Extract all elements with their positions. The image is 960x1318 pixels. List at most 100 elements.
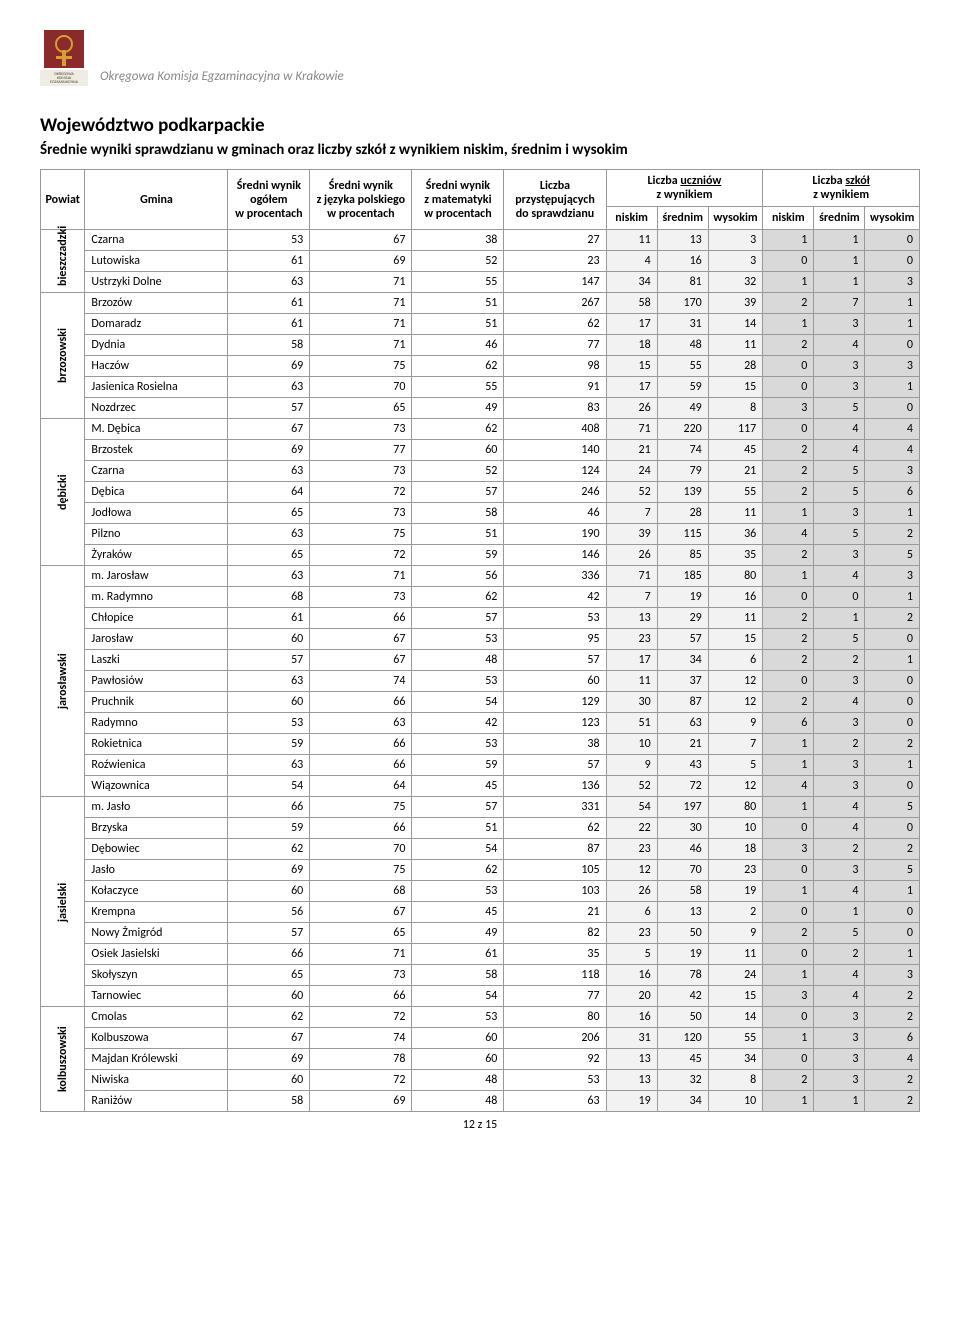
value-cell: 3 [865, 566, 920, 587]
value-cell: 57 [228, 398, 310, 419]
oke-logo: OKRĘGOWA KOMISJA EGZAMINACYJNA [40, 30, 88, 86]
value-cell: 190 [504, 524, 606, 545]
value-cell: 63 [228, 377, 310, 398]
value-cell: 3 [814, 377, 865, 398]
table-row: Nowy Żmigród5765498223509250 [41, 923, 920, 944]
value-cell: 1 [763, 503, 814, 524]
value-cell: 4 [865, 1049, 920, 1070]
value-cell: 70 [310, 377, 412, 398]
value-cell: 92 [504, 1049, 606, 1070]
value-cell: 66 [228, 944, 310, 965]
gmina-cell: Roźwienica [85, 755, 228, 776]
table-row: Jasienica Rosielna63705591175915031 [41, 377, 920, 398]
value-cell: 49 [412, 398, 504, 419]
value-cell: 54 [412, 986, 504, 1007]
page-title: Województwo podkarpackie [40, 114, 920, 137]
value-cell: 72 [310, 1007, 412, 1028]
value-cell: 120 [657, 1028, 708, 1049]
gmina-cell: Skołyszyn [85, 965, 228, 986]
powiat-cell: jarosławski [41, 566, 85, 797]
powiat-cell: kolbuszowski [41, 1007, 85, 1112]
value-cell: 46 [657, 839, 708, 860]
value-cell: 48 [412, 1070, 504, 1091]
table-row: Lutowiska616952234163010 [41, 251, 920, 272]
gmina-cell: Cmolas [85, 1007, 228, 1028]
value-cell: 10 [708, 1091, 763, 1112]
value-cell: 0 [865, 818, 920, 839]
th-szkol: Liczba szkół z wynikiem [763, 170, 920, 207]
value-cell: 35 [708, 545, 763, 566]
value-cell: 26 [606, 545, 657, 566]
value-cell: 55 [412, 377, 504, 398]
value-cell: 61 [228, 608, 310, 629]
value-cell: 69 [228, 440, 310, 461]
value-cell: 2 [763, 440, 814, 461]
value-cell: 75 [310, 860, 412, 881]
value-cell: 0 [763, 902, 814, 923]
gmina-cell: Brzozów [85, 293, 228, 314]
value-cell: 2 [763, 335, 814, 356]
value-cell: 59 [657, 377, 708, 398]
value-cell: 140 [504, 440, 606, 461]
value-cell: 28 [657, 503, 708, 524]
value-cell: 5 [708, 755, 763, 776]
value-cell: 0 [865, 692, 920, 713]
value-cell: 72 [310, 1070, 412, 1091]
th-u-srednim: średnim [657, 207, 708, 230]
value-cell: 60 [412, 1049, 504, 1070]
gmina-cell: Pruchnik [85, 692, 228, 713]
value-cell: 0 [865, 923, 920, 944]
value-cell: 19 [657, 944, 708, 965]
table-row: Kołaczyce606853103265819141 [41, 881, 920, 902]
value-cell: 5 [814, 923, 865, 944]
value-cell: 1 [865, 503, 920, 524]
value-cell: 2 [763, 650, 814, 671]
value-cell: 2 [814, 839, 865, 860]
value-cell: 52 [412, 461, 504, 482]
value-cell: 72 [657, 776, 708, 797]
gmina-cell: Ustrzyki Dolne [85, 272, 228, 293]
gmina-cell: Pilzno [85, 524, 228, 545]
value-cell: 50 [657, 1007, 708, 1028]
value-cell: 73 [310, 461, 412, 482]
value-cell: 62 [228, 839, 310, 860]
value-cell: 39 [708, 293, 763, 314]
value-cell: 38 [412, 230, 504, 251]
table-row: Pilzno6375511903911536452 [41, 524, 920, 545]
table-row: Roźwienica636659579435131 [41, 755, 920, 776]
value-cell: 50 [657, 923, 708, 944]
value-cell: 27 [504, 230, 606, 251]
value-cell: 11 [708, 608, 763, 629]
value-cell: 63 [228, 524, 310, 545]
value-cell: 55 [708, 1028, 763, 1049]
th-math: Średni wynikz matematykiw procentach [412, 170, 504, 230]
value-cell: 12 [606, 860, 657, 881]
table-row: Dębowiec62705487234618322 [41, 839, 920, 860]
value-cell: 147 [504, 272, 606, 293]
value-cell: 43 [657, 755, 708, 776]
gmina-cell: Radymno [85, 713, 228, 734]
table-row: Czarna637352124247921253 [41, 461, 920, 482]
table-row: bieszczadzkiCzarna5367382711133110 [41, 230, 920, 251]
value-cell: 129 [504, 692, 606, 713]
value-cell: 115 [657, 524, 708, 545]
results-table: Powiat Gmina Średni wynikogółemw procent… [40, 169, 920, 1112]
th-s-wysokim: wysokim [865, 207, 920, 230]
value-cell: 4 [865, 419, 920, 440]
value-cell: 4 [606, 251, 657, 272]
value-cell: 75 [310, 356, 412, 377]
table-row: Jarosław60675395235715250 [41, 629, 920, 650]
value-cell: 1 [763, 1028, 814, 1049]
value-cell: 3 [814, 545, 865, 566]
gmina-cell: Kolbuszowa [85, 1028, 228, 1049]
value-cell: 117 [708, 419, 763, 440]
gmina-cell: Dębica [85, 482, 228, 503]
table-row: Pruchnik606654129308712240 [41, 692, 920, 713]
value-cell: 73 [310, 503, 412, 524]
value-cell: 0 [763, 860, 814, 881]
value-cell: 30 [657, 818, 708, 839]
value-cell: 34 [657, 1091, 708, 1112]
value-cell: 51 [412, 314, 504, 335]
value-cell: 105 [504, 860, 606, 881]
value-cell: 2 [814, 734, 865, 755]
